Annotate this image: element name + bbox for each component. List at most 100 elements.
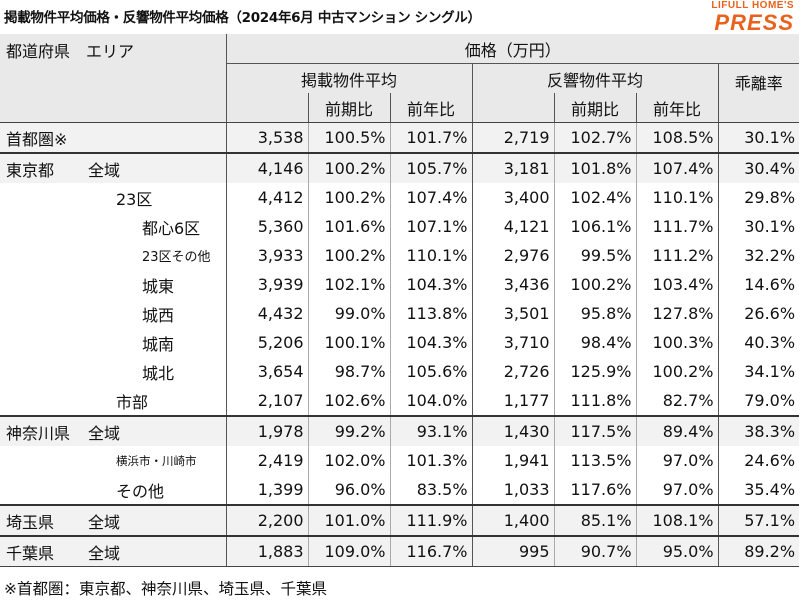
listing-yoy: 107.1%: [389, 212, 473, 241]
listing-price: 3,538: [225, 122, 309, 153]
row-area: 都心6区: [142, 218, 201, 238]
listing-price: 3,939: [225, 270, 309, 299]
response-qoq: 111.8%: [553, 386, 637, 416]
response-yoy: 107.4%: [635, 152, 719, 183]
response-price: 1,941: [471, 446, 555, 475]
listing-price: 1,883: [225, 535, 309, 567]
listing-qoq: 101.0%: [307, 504, 391, 536]
header-divergence: 乖離率: [717, 63, 800, 123]
divergence: 40.3%: [717, 328, 800, 357]
response-qoq: 100.2%: [553, 270, 637, 299]
response-qoq: 125.9%: [553, 357, 637, 386]
price-table: 都道府県 エリア 価格（万円） 掲載物件平均 反響物件平均 乖離率 前期比 前年…: [0, 34, 800, 567]
row-area: 23区その他: [142, 250, 211, 265]
response-price: 3,181: [471, 152, 555, 183]
listing-price: 2,200: [225, 504, 309, 536]
row-name: 東京都: [0, 152, 88, 183]
response-price: 3,501: [471, 299, 555, 328]
listing-price: 1,978: [225, 415, 309, 446]
row-area: 横浜市・川崎市: [116, 453, 197, 468]
listing-qoq: 99.0%: [307, 299, 391, 328]
response-qoq: 102.4%: [553, 183, 637, 212]
table-row: 神奈川県 全域 1,978 99.2% 93.1% 1,430 117.5% 8…: [0, 415, 800, 446]
logo-main-text: PRESS: [714, 10, 794, 35]
header-response-qoq: 前期比: [553, 93, 637, 123]
listing-qoq: 100.2%: [307, 152, 391, 183]
listing-qoq: 101.6%: [307, 212, 391, 241]
table-row: 城西 4,432 99.0% 113.8% 3,501 95.8% 127.8%…: [0, 299, 800, 328]
listing-qoq: 102.1%: [307, 270, 391, 299]
response-yoy: 108.1%: [635, 504, 719, 536]
listing-price: 4,412: [225, 183, 309, 212]
row-area: 全域: [88, 535, 227, 567]
response-qoq: 106.1%: [553, 212, 637, 241]
row-area: 城南: [142, 334, 175, 354]
response-qoq: 95.8%: [553, 299, 637, 328]
listing-qoq: 100.1%: [307, 328, 391, 357]
response-price: 995: [471, 535, 555, 567]
response-qoq: 90.7%: [553, 535, 637, 567]
footnote: ※首都圏：東京都、神奈川県、埼玉県、千葉県: [4, 580, 327, 598]
listing-yoy: 83.5%: [389, 475, 473, 505]
response-qoq: 102.7%: [553, 122, 637, 153]
response-price: 1,430: [471, 415, 555, 446]
listing-qoq: 96.0%: [307, 475, 391, 505]
response-price: 1,400: [471, 504, 555, 536]
header-listing-qoq: 前期比: [307, 93, 391, 123]
table-row: その他 1,399 96.0% 83.5% 1,033 117.6% 97.0%…: [0, 475, 800, 505]
logo-top-text: LIFULL HOME'S: [711, 0, 794, 11]
listing-yoy: 93.1%: [389, 415, 473, 446]
table-row: 東京都 全域 4,146 100.2% 105.7% 3,181 101.8% …: [0, 152, 800, 183]
listing-price: 2,419: [225, 446, 309, 475]
response-qoq: 117.6%: [553, 475, 637, 505]
response-price: 4,121: [471, 212, 555, 241]
header-listing-price-blank: [225, 93, 309, 123]
listing-qoq: 102.0%: [307, 446, 391, 475]
table-row: 市部 2,107 102.6% 104.0% 1,177 111.8% 82.7…: [0, 386, 800, 416]
listing-qoq: 98.7%: [307, 357, 391, 386]
response-yoy: 108.5%: [635, 122, 719, 153]
divergence: 26.6%: [717, 299, 800, 328]
listing-price: 4,432: [225, 299, 309, 328]
listing-yoy: 111.9%: [389, 504, 473, 536]
listing-qoq: 100.5%: [307, 122, 391, 153]
row-name: 千葉県: [0, 535, 88, 567]
row-area: その他: [116, 481, 165, 501]
response-yoy: 100.3%: [635, 328, 719, 357]
divergence: 79.0%: [717, 386, 800, 416]
table-row: 城南 5,206 100.1% 104.3% 3,710 98.4% 100.3…: [0, 328, 800, 357]
header-response-price-blank: [471, 93, 555, 123]
listing-price: 3,654: [225, 357, 309, 386]
listing-qoq: 99.2%: [307, 415, 391, 446]
divergence: 29.8%: [717, 183, 800, 212]
response-price: 3,400: [471, 183, 555, 212]
listing-qoq: 100.2%: [307, 241, 391, 270]
divergence: 34.1%: [717, 357, 800, 386]
listing-yoy: 107.4%: [389, 183, 473, 212]
listing-price: 5,360: [225, 212, 309, 241]
table-row: 23区 4,412 100.2% 107.4% 3,400 102.4% 110…: [0, 183, 800, 212]
response-qoq: 113.5%: [553, 446, 637, 475]
row-area: 城東: [142, 276, 175, 296]
divergence: 14.6%: [717, 270, 800, 299]
response-yoy: 95.0%: [635, 535, 719, 567]
response-qoq: 117.5%: [553, 415, 637, 446]
header-price: 価格（万円）: [225, 34, 800, 64]
response-price: 3,710: [471, 328, 555, 357]
row-area: 市部: [116, 392, 149, 412]
response-yoy: 100.2%: [635, 357, 719, 386]
brand-logo: LIFULL HOME'S PRESS: [711, 0, 794, 34]
row-area: 城北: [142, 363, 175, 383]
table-row: 横浜市・川崎市 2,419 102.0% 101.3% 1,941 113.5%…: [0, 446, 800, 475]
row-area: 全域: [88, 504, 227, 536]
divergence: 89.2%: [717, 535, 800, 567]
header-listing-avg: 掲載物件平均: [225, 63, 473, 93]
row-area: 全域: [88, 415, 227, 446]
listing-yoy: 113.8%: [389, 299, 473, 328]
header-response-avg: 反響物件平均: [471, 63, 719, 93]
divergence: 35.4%: [717, 475, 800, 505]
response-yoy: 110.1%: [635, 183, 719, 212]
response-price: 1,177: [471, 386, 555, 416]
listing-yoy: 104.3%: [389, 328, 473, 357]
table-row: 城東 3,939 102.1% 104.3% 3,436 100.2% 103.…: [0, 270, 800, 299]
